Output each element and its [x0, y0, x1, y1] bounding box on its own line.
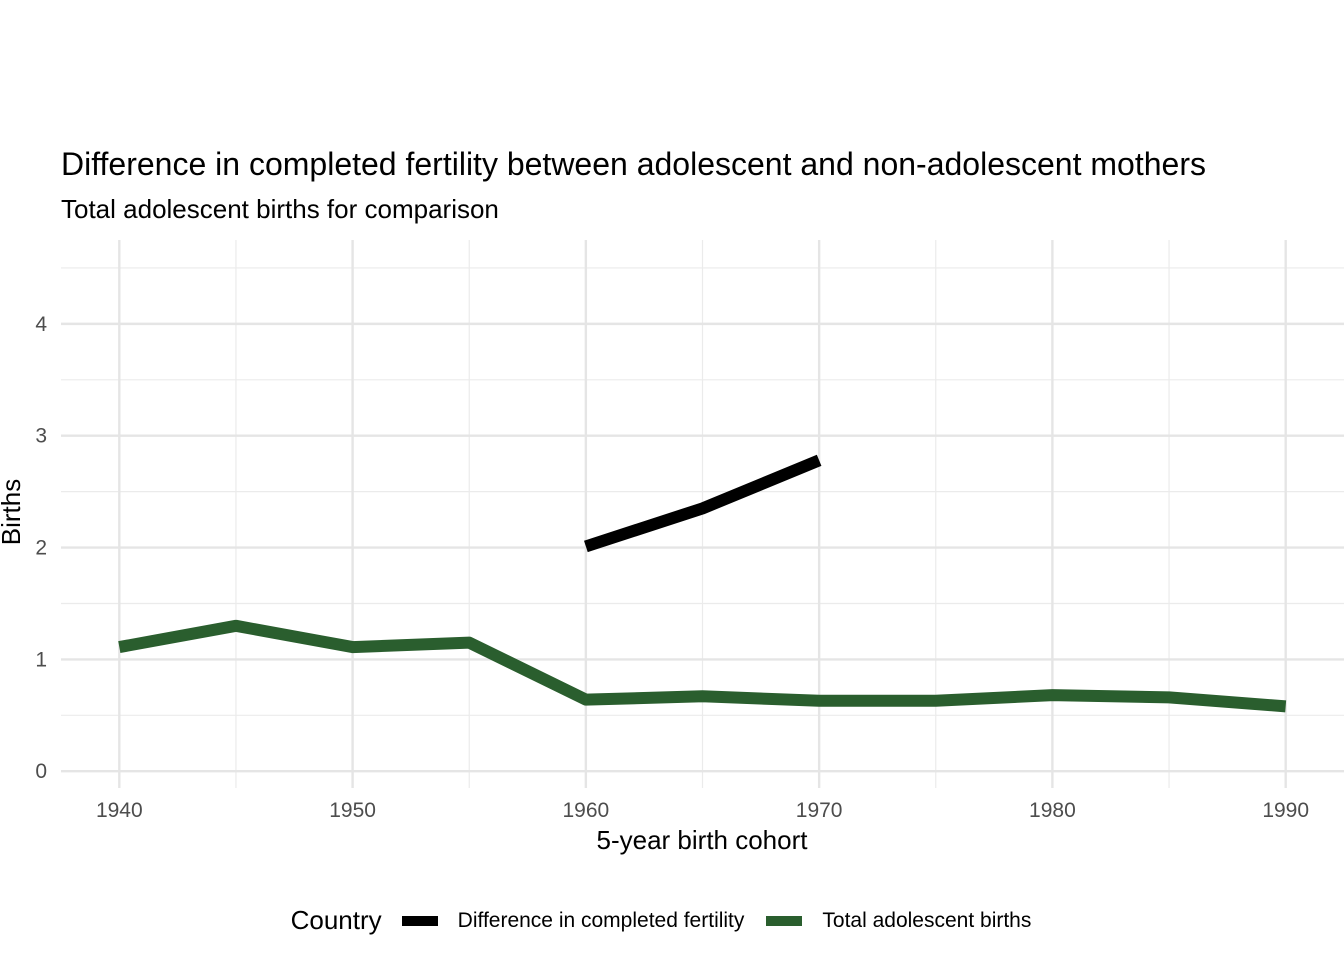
series-line-1: [118, 619, 1287, 713]
legend-title: Country: [290, 905, 382, 935]
x-axis-tick-labels: 1940 1950 1960 1970 1980 1990: [96, 799, 1309, 822]
x-tick-label: 1960: [563, 799, 610, 822]
legend: Country Difference in completed fertilit…: [0, 905, 1344, 936]
x-tick-label: 1980: [1029, 799, 1076, 822]
legend-item-total: Total adolescent births: [766, 909, 1031, 933]
minor-gridlines: [61, 240, 1344, 788]
legend-key-difference: [401, 915, 438, 926]
chart-subtitle: Total adolescent births for comparison: [61, 194, 499, 224]
series-line-0: [584, 454, 822, 553]
major-gridlines: [61, 240, 1344, 788]
y-tick-label: 0: [35, 760, 47, 783]
x-tick-label: 1940: [96, 799, 143, 822]
y-tick-label: 4: [35, 313, 47, 336]
x-tick-label: 1970: [796, 799, 843, 822]
legend-label-total: Total adolescent births: [822, 908, 1032, 932]
y-tick-label: 3: [35, 425, 47, 448]
series-lines: [118, 454, 1287, 713]
x-axis-title: 5-year birth cohort: [597, 825, 809, 855]
legend-label-difference: Difference in completed fertility: [457, 908, 745, 932]
legend-key-total: [766, 915, 803, 926]
y-axis-tick-labels: 0 1 2 3 4: [35, 313, 47, 783]
x-tick-label: 1990: [1262, 799, 1309, 822]
y-axis-title: Births: [0, 479, 26, 545]
legend-item-difference: Difference in completed fertility: [401, 908, 745, 933]
x-tick-label: 1950: [329, 799, 376, 822]
chart-title: Difference in completed fertility betwee…: [61, 146, 1206, 182]
y-tick-label: 1: [35, 648, 47, 671]
y-tick-label: 2: [35, 537, 47, 560]
